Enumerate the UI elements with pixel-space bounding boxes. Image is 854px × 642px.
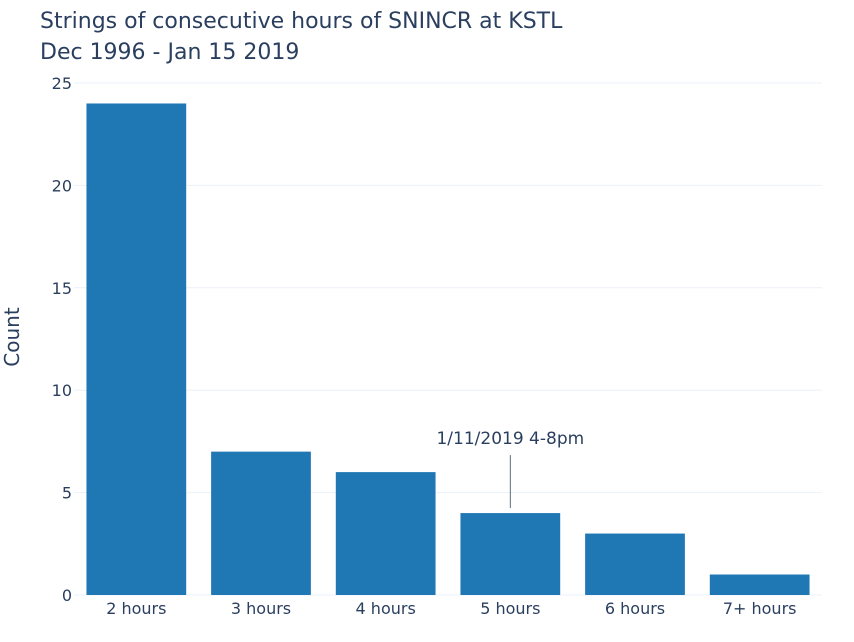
bar[interactable]: [86, 103, 187, 595]
x-tick-labels: 2 hours 3 hours 4 hours 5 hours 6 hours 7+ ho…: [106, 599, 796, 618]
x-tick-label: 2 hours: [106, 599, 166, 618]
bar[interactable]: [709, 574, 810, 595]
x-tick-label: 3 hours: [231, 599, 291, 618]
chart-title-line: Strings of consecutive hours of SNINCR a…: [40, 9, 563, 34]
y-tick-label: 0: [62, 586, 72, 605]
gridlines: [74, 82, 822, 596]
annotation-label: 1/11/2019 4-8pm: [436, 429, 584, 449]
x-tick-label: 5 hours: [480, 599, 540, 618]
x-tick-label: 4 hours: [356, 599, 416, 618]
chart-subtitle: Dec 1996 - Jan 15 2019: [40, 40, 300, 65]
bars: [86, 103, 810, 595]
annotations: 1/11/2019 4-8pm: [436, 429, 584, 509]
y-axis-title: Count: [0, 307, 24, 367]
bar[interactable]: [211, 451, 311, 595]
y-tick-labels: 0 5 10 15 20 25: [52, 74, 72, 605]
bar[interactable]: [460, 513, 561, 595]
y-tick-label: 20: [52, 176, 72, 195]
y-tick-label: 5: [62, 484, 72, 503]
x-tick-label: 7+ hours: [723, 599, 797, 618]
y-tick-label: 10: [52, 381, 72, 400]
y-tick-label: 15: [52, 279, 72, 298]
y-tick-label: 25: [52, 74, 72, 93]
chart-title: Strings of consecutive hours of SNINCR a…: [40, 6, 562, 68]
x-tick-label: 6 hours: [605, 599, 665, 618]
bar[interactable]: [585, 533, 685, 595]
bar[interactable]: [335, 472, 436, 595]
